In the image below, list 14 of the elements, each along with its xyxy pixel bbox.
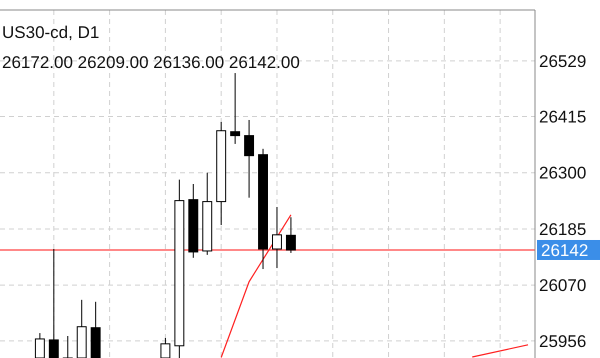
text: US30-cd, D1 <box>2 23 100 42</box>
y-tick-label: 25956 <box>539 332 586 351</box>
candlestick <box>286 216 296 254</box>
y-tick-label: 26529 <box>539 52 586 71</box>
ref-line-label: 26142 <box>541 240 588 260</box>
text: 26172.00 26209.00 26136.00 26142.00 <box>2 53 300 72</box>
candlestick <box>272 206 282 269</box>
y-tick-label: 26185 <box>539 220 586 239</box>
candlestick <box>48 248 59 358</box>
candlestick <box>230 72 240 144</box>
candlestick <box>244 119 254 198</box>
y-tick-label: 26300 <box>539 164 586 183</box>
y-tick-label: 26070 <box>539 276 586 296</box>
y-tick-label: 26415 <box>539 108 586 126</box>
